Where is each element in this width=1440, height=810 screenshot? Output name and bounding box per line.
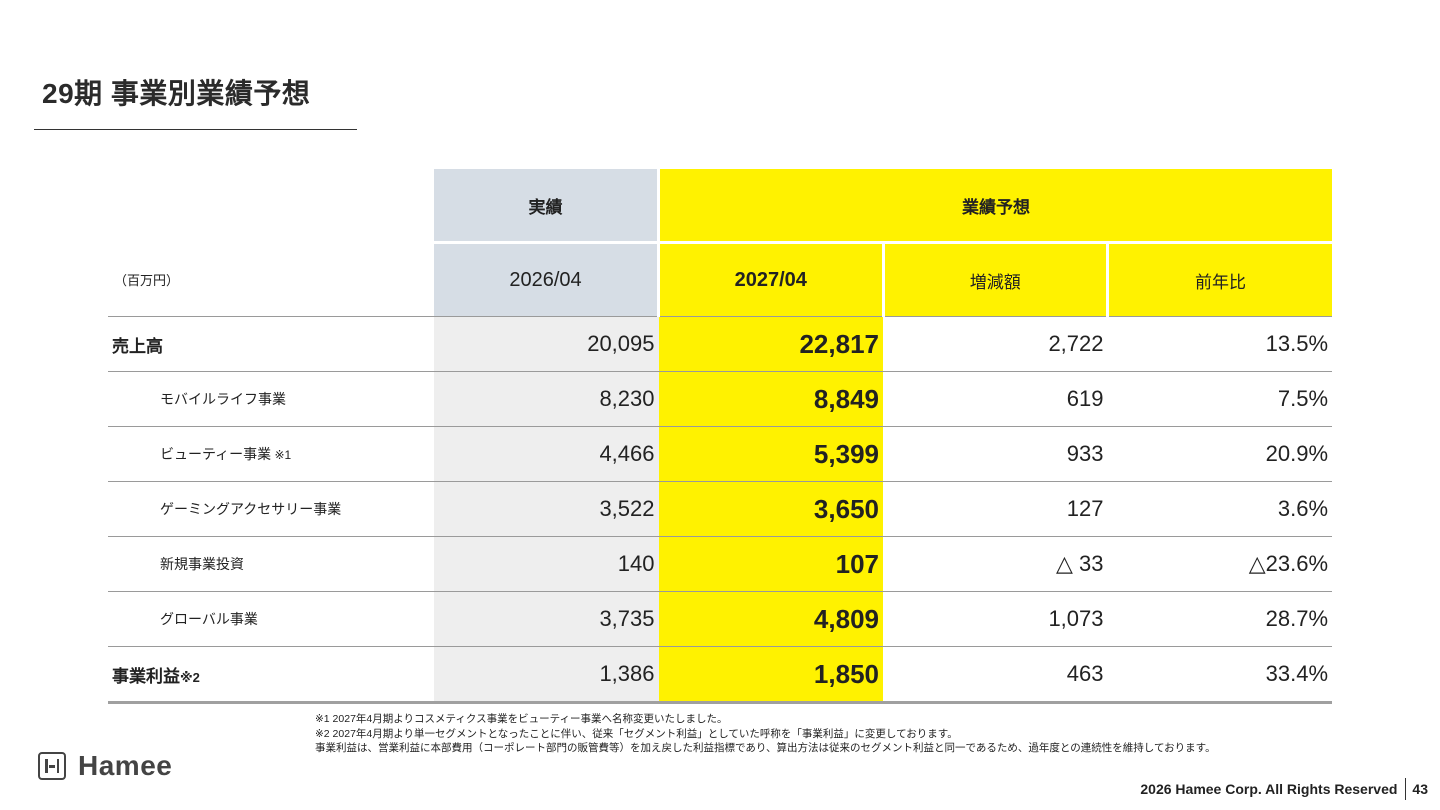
footer-divider [1405,778,1407,800]
row-label: モバイルライフ事業 [108,371,434,427]
company-logo: Hamee [38,748,172,784]
forecast-table: 実績 業績予想 （百万円） 2026/04 2027/04 増減額 前年比 売上… [108,169,1333,704]
cell-forecast: 1,850 [658,646,883,704]
cell-change: 2,722 [883,316,1108,372]
row-label: グローバル事業 [108,591,434,647]
table-row: グローバル事業 3,735 4,809 1,073 28.7% [108,591,1333,647]
cell-change: 127 [883,481,1108,537]
table-row: モバイルライフ事業 8,230 8,849 619 7.5% [108,371,1333,427]
cell-change: 1,073 [883,591,1108,647]
hamee-logo-icon [38,752,66,780]
cell-change: 933 [883,426,1108,482]
table-row: ビューティー事業 ※1 4,466 5,399 933 20.9% [108,426,1333,482]
cell-forecast: 3,650 [658,481,883,537]
cell-forecast: 107 [658,536,883,592]
cell-yoy: 7.5% [1107,371,1333,427]
col-actual-period: 2026/04 [434,242,659,317]
cell-change: 463 [883,646,1108,704]
cell-actual: 1,386 [434,646,659,704]
cell-change: △ 33 [883,536,1108,592]
cell-yoy: 3.6% [1107,481,1333,537]
row-label: ゲーミングアクセサリー事業 [108,481,434,537]
copyright: 2026 Hamee Corp. All Rights Reserved [1140,781,1398,797]
table-row: 新規事業投資 140 107 △ 33 △23.6% [108,536,1333,592]
logo-text: Hamee [78,750,173,781]
header-group-row: 実績 業績予想 [108,169,1333,244]
cell-actual: 4,466 [434,426,659,482]
footnote: ※1 2027年4月期よりコスメティクス事業をビューティー事業へ名称変更いたしま… [315,713,728,725]
col-yoy: 前年比 [1106,242,1333,317]
row-note: ※1 [271,448,292,462]
cell-forecast: 8,849 [658,371,883,427]
footer: 2026 Hamee Corp. All Rights Reserved 43 [1140,778,1428,800]
table-row: 事業利益※2 1,386 1,850 463 33.4% [108,646,1333,704]
title-underline [34,129,357,130]
cell-change: 619 [883,371,1108,427]
footnotes: ※1 2027年4月期よりコスメティクス事業をビューティー事業へ名称変更いたしま… [315,712,1216,756]
table-row: ゲーミングアクセサリー事業 3,522 3,650 127 3.6% [108,481,1333,537]
unit-label: （百万円） [108,242,434,317]
cell-forecast: 5,399 [658,426,883,482]
footnote: ※2 2027年4月期より単一セグメントとなったことに伴い、従来「セグメント利益… [315,727,958,740]
page-title: 29期 事業別業績予想 [42,78,311,109]
cell-actual: 20,095 [434,316,659,372]
header-column-row: （百万円） 2026/04 2027/04 増減額 前年比 [108,242,1333,317]
cell-yoy: △23.6% [1107,536,1333,592]
cell-yoy: 28.7% [1107,591,1333,647]
row-note: ※2 [180,669,200,685]
row-label: 売上高 [108,316,434,372]
col-forecast-period: 2027/04 [657,242,883,317]
header-forecast-group: 業績予想 [657,169,1333,244]
cell-yoy: 33.4% [1107,646,1333,704]
cell-yoy: 20.9% [1107,426,1333,482]
row-label: 事業利益※2 [108,646,434,704]
cell-actual: 140 [434,536,659,592]
footnote: 事業利益は、営業利益に本部費用（コーポレート部門の販管費等）を加え戻した利益指標… [315,742,1216,754]
table-row: 売上高 20,095 22,817 2,722 13.5% [108,316,1333,372]
cell-actual: 3,522 [434,481,659,537]
cell-actual: 8,230 [434,371,659,427]
cell-forecast: 4,809 [658,591,883,647]
col-change: 増減額 [881,242,1108,317]
row-label: ビューティー事業 ※1 [108,426,434,482]
row-label: 新規事業投資 [108,536,434,592]
header-blank [108,169,434,243]
cell-actual: 3,735 [434,591,659,647]
header-actual-group: 実績 [434,169,659,244]
page-number: 43 [1412,781,1428,797]
cell-forecast: 22,817 [658,316,883,372]
cell-yoy: 13.5% [1107,316,1333,372]
